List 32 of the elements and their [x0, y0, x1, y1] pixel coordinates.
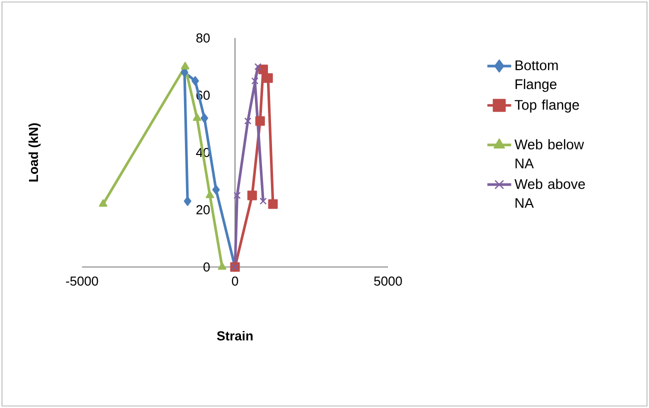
point: [206, 190, 214, 198]
point: [218, 262, 226, 270]
point: [192, 113, 202, 121]
point: [200, 113, 208, 123]
point: [247, 190, 257, 200]
y-tick-label: 80: [196, 33, 210, 43]
point: [258, 64, 268, 74]
point: [212, 184, 220, 195]
point: [268, 199, 278, 209]
point: [180, 68, 188, 78]
point: [98, 199, 108, 207]
point: [263, 73, 273, 83]
y-tick-label: 0: [204, 262, 210, 272]
x-tick-label: -5000: [66, 276, 98, 286]
x-tick-label: 0: [232, 276, 238, 286]
point: [254, 63, 262, 70]
point: [260, 198, 267, 205]
x-axis-title: Strain: [217, 330, 253, 340]
legend-label: Bottom Flange: [516, 60, 558, 92]
legend-label: Web below NA: [514, 139, 584, 168]
point: [184, 196, 192, 206]
legend-label: Web above NA: [514, 178, 585, 208]
y-axis-title: Load (kN): [28, 123, 41, 182]
point: [244, 117, 252, 125]
point: [180, 62, 190, 70]
point: [234, 192, 241, 200]
x-tick-label: 5000: [374, 276, 402, 286]
point: [255, 116, 265, 126]
y-tick-label: 20: [196, 205, 210, 214]
legend-label: Top flange: [514, 100, 579, 113]
point: [251, 77, 258, 85]
point: [191, 76, 199, 86]
